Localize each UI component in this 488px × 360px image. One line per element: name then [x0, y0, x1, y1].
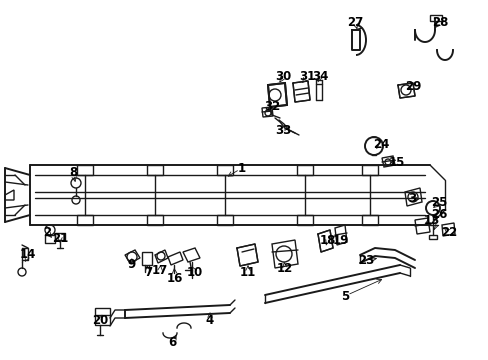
Text: 28: 28 — [431, 15, 447, 28]
Text: 17: 17 — [152, 265, 168, 278]
Polygon shape — [414, 218, 429, 234]
Text: 7: 7 — [143, 266, 152, 279]
Text: 30: 30 — [274, 71, 290, 84]
Text: 8: 8 — [69, 166, 77, 179]
Polygon shape — [397, 83, 414, 98]
Text: 32: 32 — [264, 100, 280, 113]
Bar — [428, 235, 436, 239]
Text: 24: 24 — [372, 139, 388, 152]
Text: 22: 22 — [440, 225, 456, 238]
Text: 13: 13 — [423, 213, 439, 226]
Text: 20: 20 — [92, 314, 108, 327]
Polygon shape — [271, 240, 297, 268]
Text: 33: 33 — [274, 123, 290, 136]
Text: 23: 23 — [357, 253, 373, 266]
Text: 14: 14 — [20, 248, 36, 261]
Text: 2: 2 — [43, 225, 51, 238]
Text: 12: 12 — [276, 261, 292, 274]
Polygon shape — [317, 230, 332, 252]
Text: 25: 25 — [430, 197, 446, 210]
Polygon shape — [404, 188, 421, 206]
Bar — [429, 15, 441, 21]
Polygon shape — [292, 81, 309, 102]
Text: 15: 15 — [388, 157, 405, 170]
Text: 4: 4 — [205, 314, 214, 327]
Text: 16: 16 — [166, 271, 183, 284]
Text: 21: 21 — [52, 231, 68, 244]
Text: 11: 11 — [240, 266, 256, 279]
Circle shape — [364, 137, 382, 155]
Text: 31: 31 — [298, 71, 314, 84]
Text: 19: 19 — [332, 234, 348, 247]
Text: 9: 9 — [126, 258, 135, 271]
Text: 6: 6 — [167, 337, 176, 350]
Circle shape — [425, 201, 439, 215]
Text: 27: 27 — [346, 15, 363, 28]
Text: 1: 1 — [238, 162, 245, 175]
Text: 10: 10 — [186, 266, 203, 279]
Text: 18: 18 — [319, 234, 336, 247]
Polygon shape — [237, 244, 258, 266]
Text: 29: 29 — [404, 81, 420, 94]
Text: 5: 5 — [340, 289, 348, 302]
Text: 26: 26 — [430, 208, 446, 221]
Text: 3: 3 — [407, 192, 415, 204]
Polygon shape — [267, 83, 286, 107]
Text: 34: 34 — [311, 71, 327, 84]
